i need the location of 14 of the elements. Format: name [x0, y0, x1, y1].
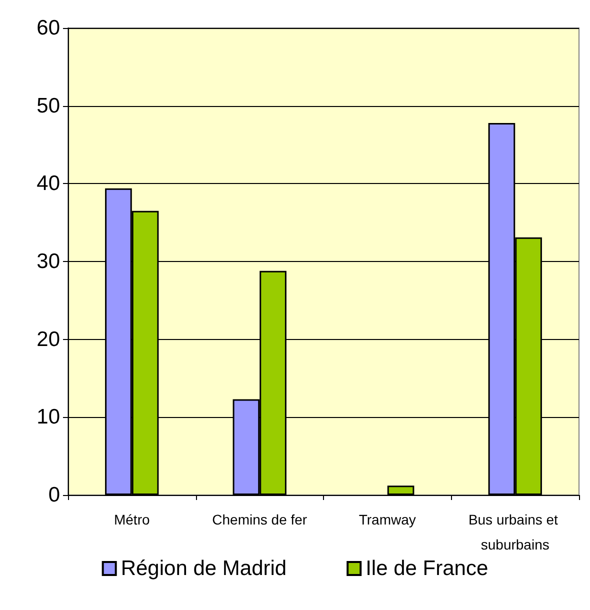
bar	[387, 486, 414, 495]
x-tick-label: Chemins de fer	[212, 512, 308, 528]
y-tick-label: 60	[36, 16, 60, 40]
y-tick-label: 20	[36, 328, 60, 351]
y-tick-label: 30	[36, 250, 60, 273]
legend-label: Région de Madrid	[120, 557, 287, 580]
x-tick-label: Bus urbains et suburbains	[468, 512, 562, 552]
legend-label: Ile de France	[366, 557, 488, 580]
y-tick-label: 50	[36, 94, 60, 118]
y-tick-label: 0	[48, 484, 60, 506]
x-tick-label: Tramway	[358, 512, 416, 528]
y-tick-label: 40	[36, 172, 60, 196]
y-tick-label: 10	[36, 406, 60, 429]
x-tick-label: Métro	[114, 512, 150, 528]
